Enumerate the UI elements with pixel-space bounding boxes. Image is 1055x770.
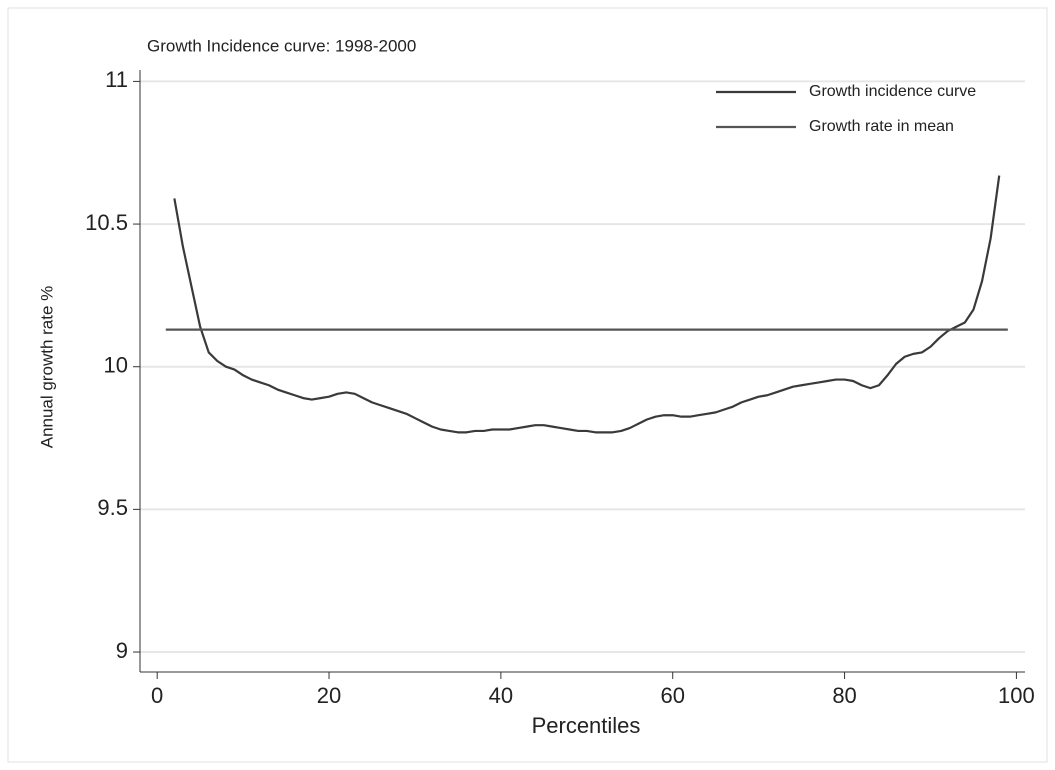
legend-label: Growth rate in mean: [809, 118, 954, 135]
x-tick-label: 20: [317, 683, 341, 708]
y-tick-label: 9: [116, 638, 128, 663]
y-tick-label: 10.5: [85, 210, 128, 235]
legend-label: Growth incidence curve: [809, 83, 976, 100]
y-axis-label: Annual growth rate %: [37, 286, 56, 449]
line: [173, 175, 1001, 434]
x-tick-label: 40: [489, 683, 513, 708]
y-tick-label: 10: [104, 353, 128, 378]
x-axis-label: Percentiles: [532, 713, 641, 738]
x-tick-label: 0: [151, 683, 163, 708]
y-tick-label: 9.5: [97, 495, 128, 520]
chart-title: Growth Incidence curve: 1998-2000: [147, 36, 416, 55]
x-tick-label: 60: [660, 683, 684, 708]
frame: [7, 7, 1048, 763]
x-tick-label: 100: [998, 683, 1035, 708]
y-tick-label: 11: [105, 67, 128, 92]
x-tick-label: 80: [832, 683, 856, 708]
